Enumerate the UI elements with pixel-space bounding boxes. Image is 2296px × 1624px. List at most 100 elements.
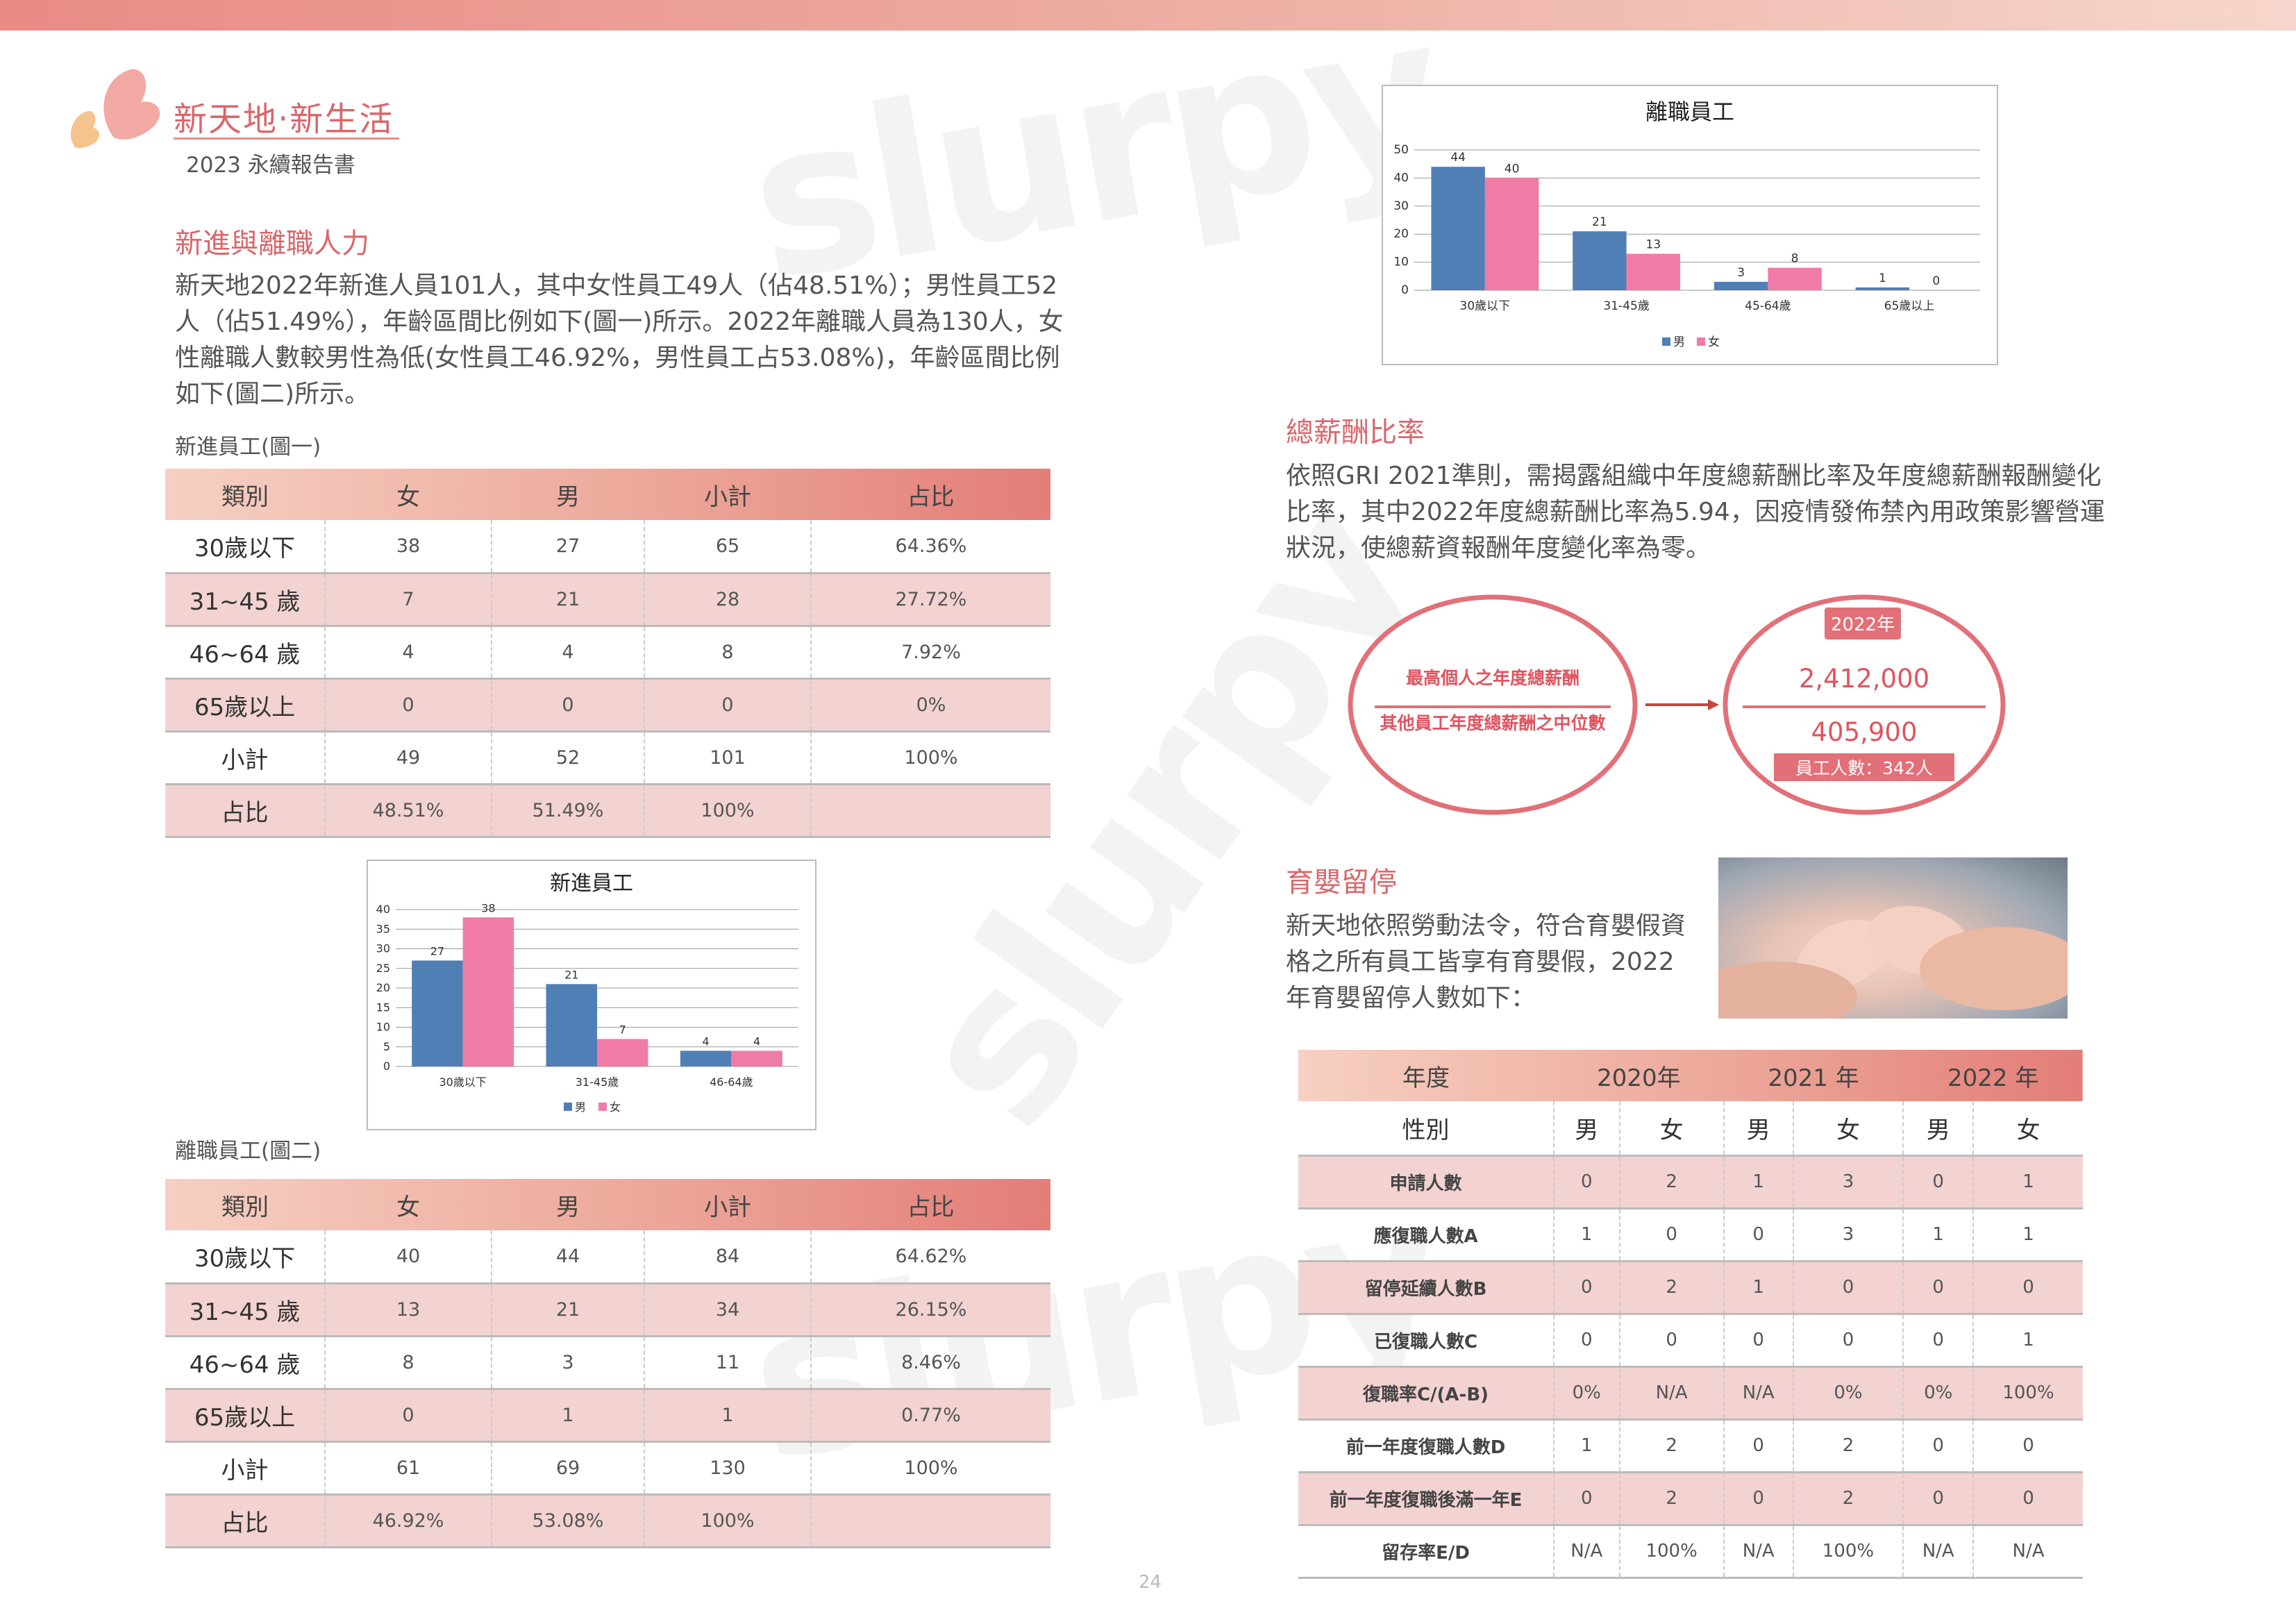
bottom-value: 405,900 <box>1811 717 1917 747</box>
data-label: 40 <box>1505 162 1520 176</box>
cell: 0 <box>1553 1314 1620 1368</box>
bar-male <box>1573 231 1627 290</box>
bar-female <box>1768 267 1822 290</box>
gender-cell: 男 <box>1553 1101 1620 1157</box>
bar-male <box>1431 167 1485 290</box>
table-row: 應復職人數A 1 0 0 3 1 1 <box>1298 1208 2083 1262</box>
cell: 0% <box>1902 1366 1973 1421</box>
cell: N/A <box>1972 1525 2083 1579</box>
year-header: 2022 年 <box>1947 1064 2039 1092</box>
cell: 1 <box>644 1389 811 1443</box>
table-row: 留存率E/D N/A 100% N/A 100% N/A N/A <box>1298 1525 2083 1579</box>
baby-feet-photo <box>1718 857 2068 1019</box>
cell: 65 <box>644 520 811 574</box>
cell: 21 <box>491 573 644 627</box>
cell: 1 <box>1723 1155 1793 1209</box>
y-tick-label: 20 <box>376 981 390 994</box>
year-header: 2020年 <box>1597 1064 1681 1092</box>
cell: 2 <box>1618 1155 1724 1209</box>
cell: 8.46% <box>810 1336 1050 1390</box>
x-tick-label: 65歲以上 <box>1884 299 1935 313</box>
data-label: 38 <box>481 901 495 914</box>
bar-female <box>1484 178 1539 290</box>
cell: 3 <box>1792 1155 1904 1209</box>
table-header-row: 年度 2020年 2021 年 2022 年 <box>1298 1050 2083 1101</box>
table-row: 31~45 歲 13 21 34 26.15% <box>165 1283 1050 1337</box>
table-row: 復職率C/(A-B) 0% N/A N/A 0% 0% 100% <box>1298 1366 2083 1421</box>
y-tick-label: 10 <box>1393 256 1409 269</box>
cell: 2 <box>1792 1419 1904 1473</box>
cell: N/A <box>1902 1525 1973 1579</box>
cell: 1 <box>1553 1419 1620 1473</box>
row-label: 占比 <box>165 784 325 838</box>
cell: 0 <box>1972 1261 2083 1315</box>
data-label: 27 <box>430 944 444 957</box>
hiring-paragraph: 新天地2022年新進人員101人，其中女性員工49人（佔48.51%）；男性員工… <box>175 271 1064 408</box>
fig1-caption: 新進員工(圖一) <box>175 435 321 460</box>
data-label: 4 <box>753 1035 760 1048</box>
row-label: 應復職人數A <box>1298 1208 1554 1262</box>
arrow-head-icon <box>1708 699 1719 710</box>
baby-feet-image <box>1718 905 2068 1019</box>
cell: 40 <box>324 1230 492 1284</box>
table-header: 男 <box>556 483 580 511</box>
table-row: 占比 46.92% 53.08% 100% <box>165 1494 1050 1548</box>
section-title-hiring: 新進與離職人力 <box>175 228 369 260</box>
cell: 1 <box>491 1389 644 1443</box>
cell: 44 <box>491 1230 644 1284</box>
row-label: 小計 <box>165 1441 325 1496</box>
cell: 0 <box>324 678 492 733</box>
data-label: 21 <box>1592 215 1607 229</box>
bar-female <box>731 1050 782 1066</box>
table-row: 前一年度復職後滿一年E 0 2 0 2 0 0 <box>1298 1472 2083 1526</box>
y-tick-label: 50 <box>1393 143 1409 157</box>
cell: 0 <box>1618 1314 1724 1368</box>
row-label: 31~45 歲 <box>165 1283 325 1337</box>
cell: N/A <box>1723 1525 1793 1579</box>
cell: 0 <box>491 678 644 733</box>
left-ellipse <box>1348 594 1638 815</box>
cell: 51.49% <box>491 784 644 838</box>
row-label: 留停延續人數B <box>1298 1261 1554 1315</box>
cell: 0 <box>1553 1155 1620 1209</box>
bar-female <box>462 917 514 1066</box>
employee-count: 員工人數：342人 <box>1795 758 1933 778</box>
table-row: 小計 61 69 130 100% <box>165 1441 1050 1496</box>
bar-male <box>1855 287 1910 290</box>
cell: 100% <box>644 784 811 838</box>
table-header: 類別 <box>221 483 269 511</box>
cell: 7 <box>324 573 492 627</box>
cell: 0 <box>1723 1472 1793 1526</box>
cell: 100% <box>810 1441 1050 1496</box>
bar-male <box>1713 281 1768 290</box>
table-row: 前一年度復職人數D 1 2 0 2 0 0 <box>1298 1419 2083 1473</box>
row-label: 46~64 歲 <box>165 626 325 680</box>
row-label: 前一年度復職人數D <box>1298 1419 1554 1473</box>
bar-female <box>1626 253 1681 290</box>
table-header: 男 <box>556 1193 580 1221</box>
cell: 64.36% <box>810 520 1050 574</box>
cell: 8 <box>644 626 811 680</box>
cell: 0 <box>1553 1261 1620 1315</box>
data-label: 0 <box>1932 274 1940 288</box>
leave-chart-svg: 離職員工01020304050444030歲以下211331-45歲3845-6… <box>1393 99 1980 349</box>
cell: 61 <box>324 1441 492 1496</box>
table-header: 女 <box>396 1193 420 1221</box>
cell: 0 <box>1553 1472 1620 1526</box>
table-row: 30歲以下 38 27 65 64.36% <box>165 520 1050 574</box>
gender-cell: 男 <box>1723 1101 1793 1157</box>
x-tick-label: 31-45歲 <box>576 1075 619 1089</box>
table-row: 65歲以上 0 1 1 0.77% <box>165 1389 1050 1443</box>
bar-female <box>597 1039 648 1066</box>
y-tick-label: 10 <box>376 1021 390 1034</box>
year-badge-text: 2022年 <box>1831 614 1895 635</box>
row-label: 申請人數 <box>1298 1155 1554 1209</box>
cell: N/A <box>1723 1366 1793 1421</box>
cell: 2 <box>1618 1261 1724 1315</box>
legend-swatch <box>1697 337 1705 346</box>
cell: 0 <box>1902 1261 1973 1315</box>
cell: 21 <box>491 1283 644 1337</box>
cell: 0 <box>644 678 811 733</box>
pay-ratio-diagram: 最高個人之年度總薪酬 其他員工年度總薪酬之中位數 2022年 2,412,000… <box>1348 594 2006 815</box>
section-title-pay: 總薪酬比率 <box>1286 417 1425 449</box>
